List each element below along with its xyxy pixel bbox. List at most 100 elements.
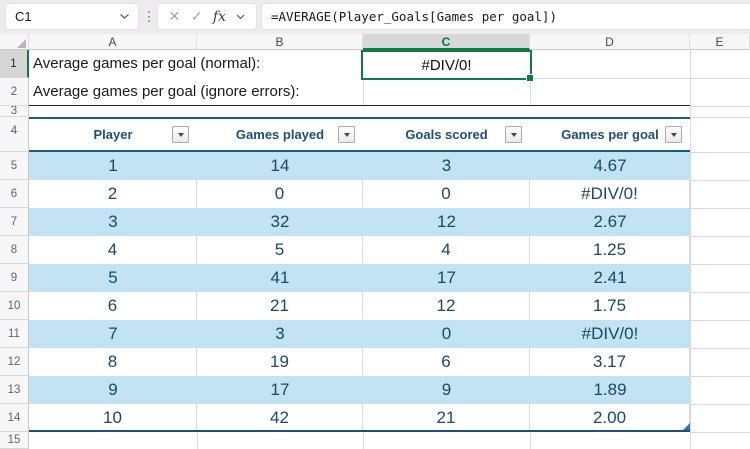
row-header-8[interactable]: 8 (0, 236, 29, 264)
cell[interactable]: 17 (437, 268, 456, 287)
filter-button[interactable] (338, 126, 355, 143)
cell[interactable]: 2.41 (593, 268, 627, 287)
cell[interactable]: 12 (363, 292, 530, 320)
cell[interactable]: 17 (270, 380, 290, 399)
cell[interactable]: 7 (108, 324, 118, 343)
cell[interactable]: 3 (108, 212, 118, 231)
cell[interactable]: 0 (441, 324, 452, 343)
cell[interactable]: 1.89 (593, 380, 627, 399)
gridline (690, 50, 691, 449)
formula-button-cluster: ✕ ✓ fx (157, 3, 257, 30)
gridline (363, 432, 364, 449)
row-header-3[interactable]: 3 (0, 106, 29, 117)
formula-input[interactable]: =AVERAGE(Player_Goals[Games per goal]) (261, 3, 750, 30)
row-header-10[interactable]: 10 (0, 292, 29, 320)
cell[interactable]: 0 (197, 180, 363, 208)
gridline (690, 292, 750, 293)
filter-button[interactable] (172, 126, 189, 143)
cell[interactable]: 2.00 (530, 404, 690, 432)
cell[interactable]: 1.75 (530, 292, 690, 320)
row-header-6[interactable]: 6 (0, 180, 29, 208)
row-header-14[interactable]: 14 (0, 404, 29, 432)
cell[interactable]: 1.25 (530, 236, 690, 264)
table-header-player[interactable]: Player (29, 119, 197, 150)
name-box-chevron-icon[interactable] (119, 13, 130, 20)
cell[interactable]: 4.67 (593, 156, 627, 175)
cell[interactable]: 0 (363, 180, 530, 208)
name-box-value: C1 (15, 9, 32, 24)
row-header-11[interactable]: 11 (0, 320, 29, 348)
row-header-5[interactable]: 5 (0, 152, 29, 180)
row2-bottom-border (29, 104, 690, 106)
table-row: 2 0 0 #DIV/0! (29, 180, 690, 208)
row-header-1[interactable]: 1 (0, 50, 29, 78)
row-header-9[interactable]: 9 (0, 264, 29, 292)
table-resize-handle[interactable] (683, 423, 690, 430)
cell[interactable]: 10 (29, 404, 197, 432)
cell[interactable]: 9 (441, 380, 452, 399)
cell[interactable]: 2 (29, 180, 197, 208)
filter-button[interactable] (505, 126, 522, 143)
cell[interactable]: 6 (29, 292, 197, 320)
row-header-2[interactable]: 2 (0, 78, 29, 106)
column-header-c[interactable]: C (363, 34, 530, 50)
formula-bar: C1 ⋮ ✕ ✓ fx =AVERAGE(Player_Goals[Games … (0, 0, 750, 34)
cell[interactable]: 8 (29, 348, 197, 376)
cell[interactable]: 5 (197, 236, 363, 264)
insert-function-fx-icon[interactable]: fx (212, 8, 226, 25)
table-bottom-border (29, 430, 690, 432)
cell[interactable]: 42 (197, 404, 363, 432)
row-header-7[interactable]: 7 (0, 208, 29, 236)
name-box[interactable]: C1 (5, 3, 139, 30)
cell[interactable]: 41 (270, 268, 290, 287)
cell[interactable]: 2.67 (593, 212, 627, 231)
cell[interactable]: #DIV/0! (581, 324, 639, 343)
filter-dropdown-icon (510, 132, 517, 137)
cell-a2[interactable]: Average games per goal (ignore errors): (33, 83, 300, 100)
table-header-goals-scored[interactable]: Goals scored (363, 119, 530, 150)
cell[interactable]: 14 (270, 156, 290, 175)
column-header-e[interactable]: E (690, 34, 750, 50)
selection-fill-handle[interactable] (526, 74, 534, 82)
cell[interactable]: 12 (437, 212, 456, 231)
cell[interactable]: 21 (197, 292, 363, 320)
cell[interactable]: #DIV/0! (530, 180, 690, 208)
cell[interactable]: 3.17 (530, 348, 690, 376)
cell[interactable]: 3 (441, 156, 452, 175)
fx-chevron-icon[interactable] (236, 14, 245, 20)
row-header-12[interactable]: 12 (0, 348, 29, 376)
cell[interactable]: 21 (363, 404, 530, 432)
row-header-4[interactable]: 4 (0, 117, 29, 152)
cell[interactable]: 4 (29, 236, 197, 264)
cell[interactable]: 19 (197, 348, 363, 376)
cell[interactable]: 4 (363, 236, 530, 264)
table-row: 8 19 6 3.17 (29, 348, 690, 376)
table-row: 1 14 3 4.67 (29, 152, 690, 180)
column-header-d[interactable]: D (530, 34, 690, 50)
cancel-icon[interactable]: ✕ (168, 8, 181, 24)
table-header-games-per-goal[interactable]: Games per goal (530, 119, 690, 150)
column-header-a[interactable]: A (29, 34, 197, 50)
more-options-dots-icon[interactable]: ⋮ (142, 8, 156, 24)
row-header-13[interactable]: 13 (0, 376, 29, 404)
cell[interactable]: 32 (270, 212, 290, 231)
table-row: 3 32 12 2.67 (29, 208, 690, 236)
gridline (690, 78, 750, 79)
cell[interactable]: 1 (108, 156, 118, 175)
cell-a1[interactable]: Average games per goal (normal): (33, 55, 261, 72)
table-header-games-played[interactable]: Games played (197, 119, 363, 150)
gridline (530, 78, 690, 79)
select-all-corner[interactable] (0, 34, 29, 50)
formula-text: =AVERAGE(Player_Goals[Games per goal]) (271, 9, 557, 24)
row-header-15[interactable]: 15 (0, 432, 29, 449)
selected-cell-c1[interactable]: #DIV/0! (361, 50, 534, 82)
cell[interactable]: 5 (108, 268, 118, 287)
cell[interactable]: 3 (275, 324, 285, 343)
table-header-label: Goals scored (405, 127, 488, 142)
cell[interactable]: 6 (363, 348, 530, 376)
filter-button[interactable] (665, 126, 682, 143)
cell[interactable]: 9 (108, 380, 118, 399)
column-header-b[interactable]: B (197, 34, 363, 50)
enter-icon[interactable]: ✓ (190, 8, 203, 24)
gridline (690, 208, 750, 209)
